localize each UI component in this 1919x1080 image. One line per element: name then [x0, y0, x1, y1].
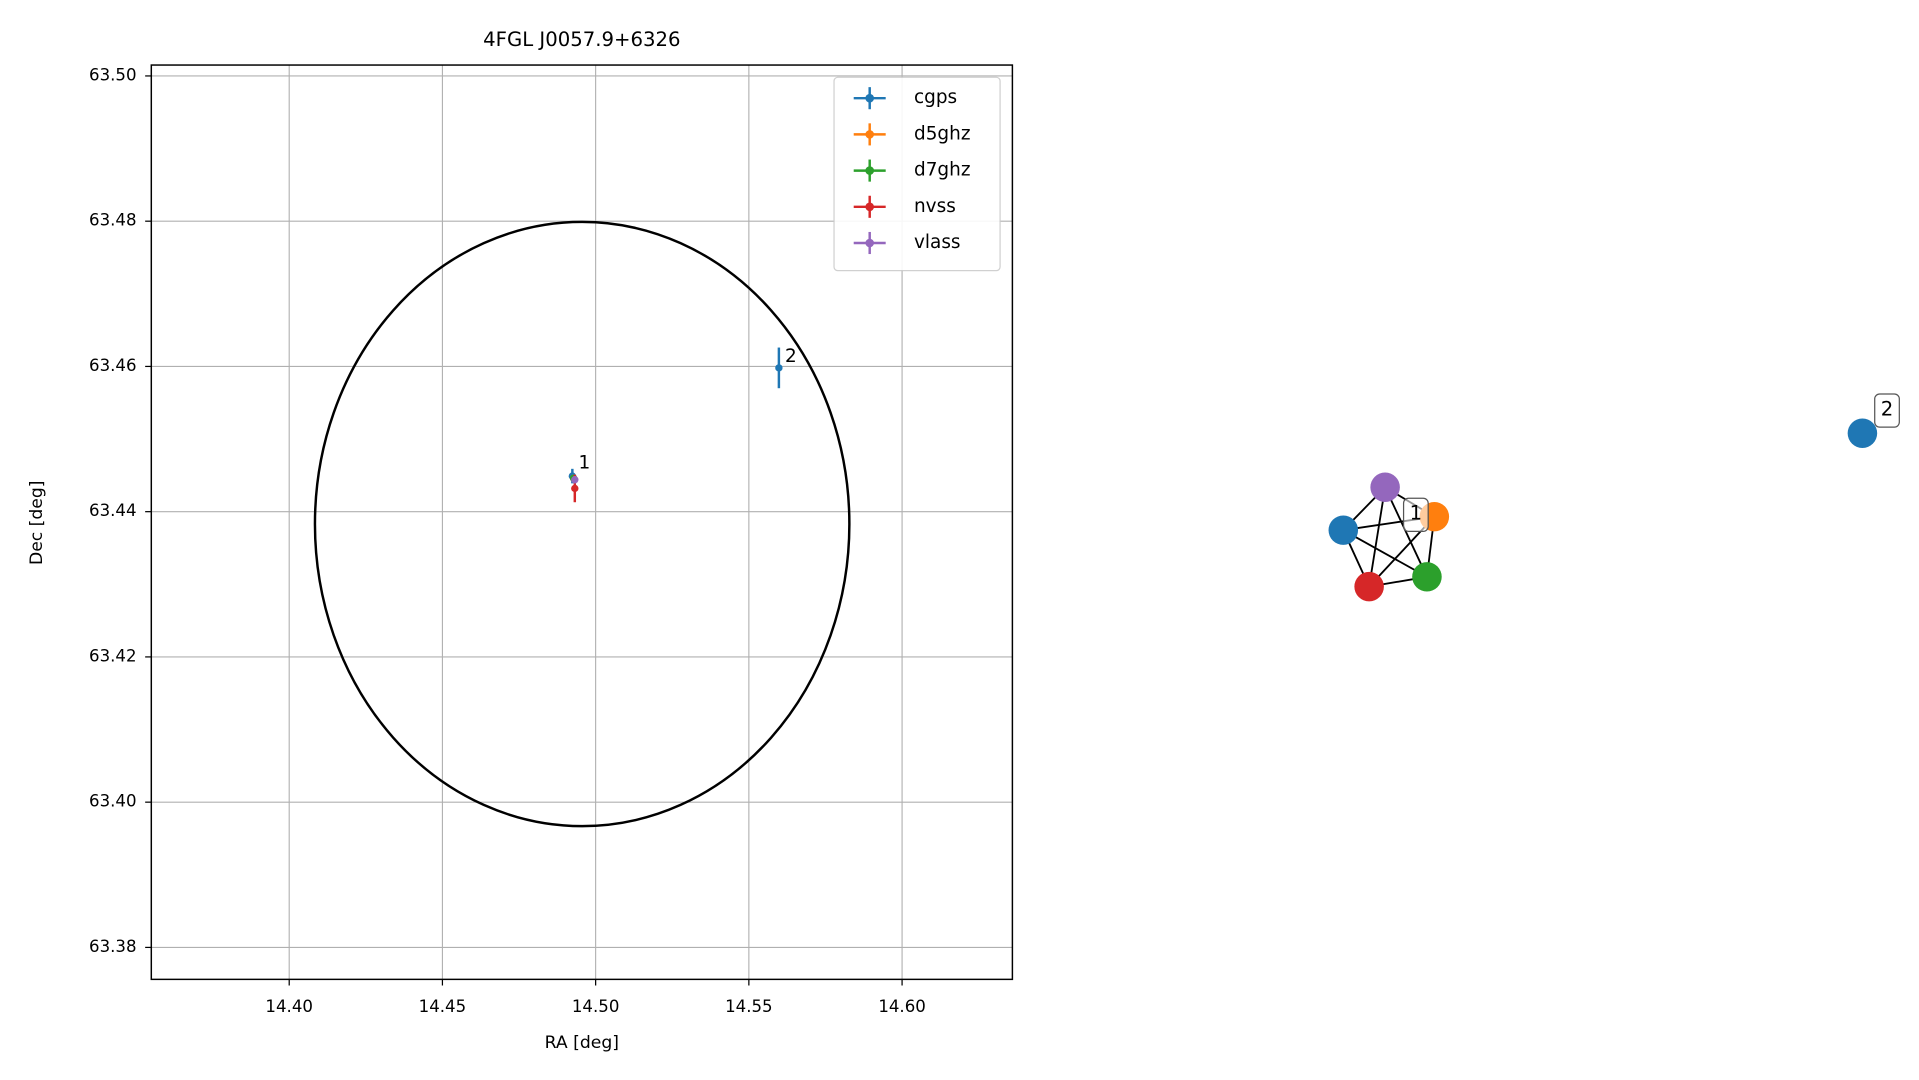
group-label: 1 — [1410, 502, 1423, 525]
legend-label: cgps — [914, 87, 957, 108]
annotation: 2 — [785, 346, 797, 367]
point — [571, 484, 579, 493]
y-tick-label: 63.50 — [89, 65, 137, 84]
legend-label: nvss — [914, 196, 956, 217]
x-tick-label: 14.50 — [572, 997, 620, 1016]
label-box — [1874, 393, 1900, 428]
edge — [1384, 486, 1428, 578]
legend-box — [833, 76, 1001, 272]
node — [1370, 472, 1400, 502]
x-tick-label: 14.45 — [419, 997, 467, 1016]
error-ellipse — [313, 220, 851, 828]
legend-marker — [865, 238, 875, 248]
legend-label: d5ghz — [914, 123, 971, 144]
legend: cgps d5ghz d7ghz nvss vlass — [833, 76, 1001, 272]
point — [571, 476, 579, 484]
annotation: 1 — [578, 453, 590, 474]
network-graph: 12 — [1328, 393, 1900, 602]
x-tick-label: 14.60 — [878, 997, 926, 1016]
y-tick-label: 63.48 — [89, 211, 137, 230]
axes-frame — [150, 64, 1014, 981]
y-tick-label: 63.46 — [89, 356, 137, 375]
legend-marker — [865, 93, 875, 103]
x-tick-label: 14.40 — [265, 997, 313, 1016]
legend-marker — [865, 130, 875, 139]
y-axis-label: Dec [deg] — [27, 481, 47, 565]
node — [1354, 571, 1384, 602]
chart-title: 4FGL J0057.9+6326 — [483, 28, 680, 51]
plot-area: 12 — [313, 220, 851, 828]
legend-marker — [865, 166, 875, 175]
node — [1847, 418, 1878, 448]
y-tick-label: 63.42 — [89, 646, 137, 665]
edge — [1368, 487, 1387, 587]
node — [1412, 562, 1442, 592]
legend-label: vlass — [914, 232, 961, 253]
legend-label: d7ghz — [914, 160, 971, 181]
y-tick-label: 63.44 — [89, 501, 137, 520]
x-axis-label: RA [deg] — [545, 1033, 619, 1053]
label-box — [1402, 497, 1429, 533]
y-tick-label: 63.40 — [89, 792, 137, 811]
edge — [1342, 529, 1428, 578]
legend-marker — [865, 202, 875, 212]
point — [775, 364, 783, 372]
node — [1328, 515, 1359, 545]
x-tick-label: 14.55 — [725, 997, 773, 1016]
group-label: 2 — [1881, 397, 1894, 420]
y-tick-label: 63.38 — [89, 937, 137, 956]
